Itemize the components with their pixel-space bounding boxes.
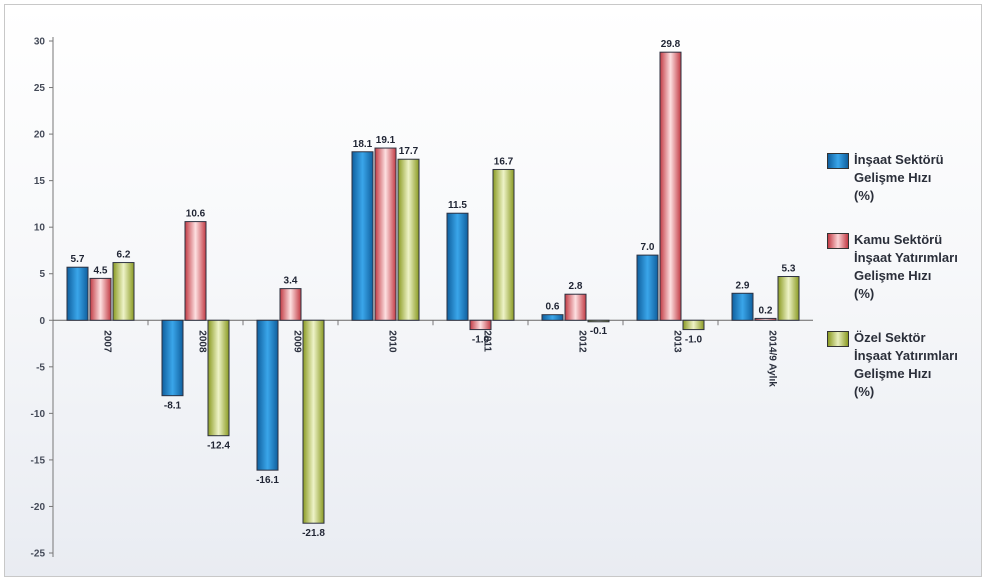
legend-label-ozel: Özel Sektör İnşaat Yatırımları Gelişme H… <box>854 329 986 401</box>
legend-text-line: Gelişme Hızı <box>854 366 932 381</box>
bar <box>469 319 492 331</box>
y-tick-label: -15 <box>31 455 46 466</box>
y-tick-label: 30 <box>34 37 46 48</box>
legend-label-insaat: İnşaat Sektörü Gelişme Hızı (%) <box>854 151 986 205</box>
x-category-label: 2009 <box>292 330 303 353</box>
y-tick-label: 25 <box>34 83 46 94</box>
legend-swatch-ozel <box>827 331 849 347</box>
data-label: 19.1 <box>376 135 396 146</box>
bar <box>397 158 420 321</box>
bar <box>89 277 112 321</box>
bar <box>184 221 207 321</box>
data-label: 4.5 <box>94 265 108 276</box>
legend-text-line: (%) <box>854 384 875 399</box>
data-label: -1.0 <box>685 335 703 346</box>
data-label: 10.6 <box>186 209 206 220</box>
x-category-label: 2012 <box>577 330 588 353</box>
chart-legend: İnşaat Sektörü Gelişme Hızı (%) Kamu Sek… <box>827 151 987 427</box>
y-tick-label: -5 <box>36 362 45 373</box>
legend-text-line: İnşaat Sektörü <box>854 152 944 167</box>
legend-text-line: İnşaat Yatırımları <box>854 250 958 265</box>
legend-text-line: Gelişme Hızı <box>854 170 932 185</box>
data-label: -1.0 <box>472 335 490 346</box>
legend-text-line: İnşaat Yatırımları <box>854 348 958 363</box>
data-label: -12.4 <box>207 441 230 452</box>
data-label: 5.3 <box>782 264 796 275</box>
legend-text-line: (%) <box>854 188 875 203</box>
data-label: 18.1 <box>353 139 373 150</box>
data-label: 2.8 <box>569 281 583 292</box>
bar <box>207 319 230 437</box>
bar <box>112 262 135 321</box>
x-category-label: 2008 <box>197 330 208 353</box>
legend-text-line: (%) <box>854 286 875 301</box>
bar <box>564 293 587 321</box>
legend-item-kamu: Kamu Sektörü İnşaat Yatırımları Gelişme … <box>827 231 987 303</box>
y-tick-label: 0 <box>39 316 45 327</box>
y-tick-label: -10 <box>31 409 46 420</box>
legend-text-line: Kamu Sektörü <box>854 232 943 247</box>
bar <box>492 168 515 321</box>
legend-item-insaat: İnşaat Sektörü Gelişme Hızı (%) <box>827 151 987 205</box>
bar-chart: 30 25 20 15 10 5 0 -5 -10 -15 -20 -25 5.7 4.5 6.2 2007 -… <box>31 37 813 560</box>
bar <box>161 319 184 397</box>
y-tick-label: 15 <box>34 176 46 187</box>
legend-text-line: Özel Sektör <box>854 330 926 345</box>
bar <box>66 266 89 321</box>
data-label: -21.8 <box>302 528 325 539</box>
bar <box>279 288 302 321</box>
legend-swatch-kamu <box>827 233 849 249</box>
x-category-label: 2014/9 Aylık <box>767 330 778 387</box>
bar <box>374 147 397 321</box>
bar <box>754 317 777 321</box>
data-label: -16.1 <box>256 475 279 486</box>
data-label: 0.2 <box>759 305 773 316</box>
bar <box>731 292 754 321</box>
bar <box>446 212 469 321</box>
y-tick-label: 20 <box>34 130 46 141</box>
y-tick-label: -20 <box>31 502 46 513</box>
data-label: -8.1 <box>164 401 182 412</box>
y-tick-label: 10 <box>34 223 46 234</box>
data-label: 17.7 <box>399 146 419 157</box>
bar <box>256 319 279 471</box>
legend-swatch-insaat <box>827 153 849 169</box>
legend-text-line: Gelişme Hızı <box>854 268 932 283</box>
data-label: 29.8 <box>661 39 681 50</box>
x-category-label: 2013 <box>672 330 683 353</box>
data-label: 2.9 <box>736 280 750 291</box>
data-label: 11.5 <box>448 200 467 211</box>
data-label: 5.7 <box>71 254 85 265</box>
legend-label-kamu: Kamu Sektörü İnşaat Yatırımları Gelişme … <box>854 231 986 303</box>
x-category-label: 2010 <box>387 330 398 353</box>
y-tick-label: -25 <box>31 549 46 560</box>
legend-item-ozel: Özel Sektör İnşaat Yatırımları Gelişme H… <box>827 329 987 401</box>
x-category-label: 2007 <box>102 330 113 353</box>
bar <box>777 276 800 321</box>
bar <box>302 319 325 524</box>
bar <box>351 151 374 321</box>
bar <box>682 319 705 331</box>
bar <box>636 254 659 321</box>
data-label: 3.4 <box>284 276 298 287</box>
data-label: 16.7 <box>494 156 514 167</box>
bar <box>541 314 564 321</box>
chart-frame: 30 25 20 15 10 5 0 -5 -10 -15 -20 -25 5.7 4.5 6.2 2007 -… <box>4 4 982 577</box>
x-category-label: 2011 <box>482 330 493 352</box>
y-tick-label: 5 <box>39 269 45 280</box>
bar <box>659 51 682 321</box>
bar <box>587 319 610 323</box>
data-label: 0.6 <box>546 302 560 313</box>
data-label: -0.1 <box>590 326 608 337</box>
data-label: 6.2 <box>117 250 131 261</box>
data-label: 7.0 <box>641 242 655 253</box>
